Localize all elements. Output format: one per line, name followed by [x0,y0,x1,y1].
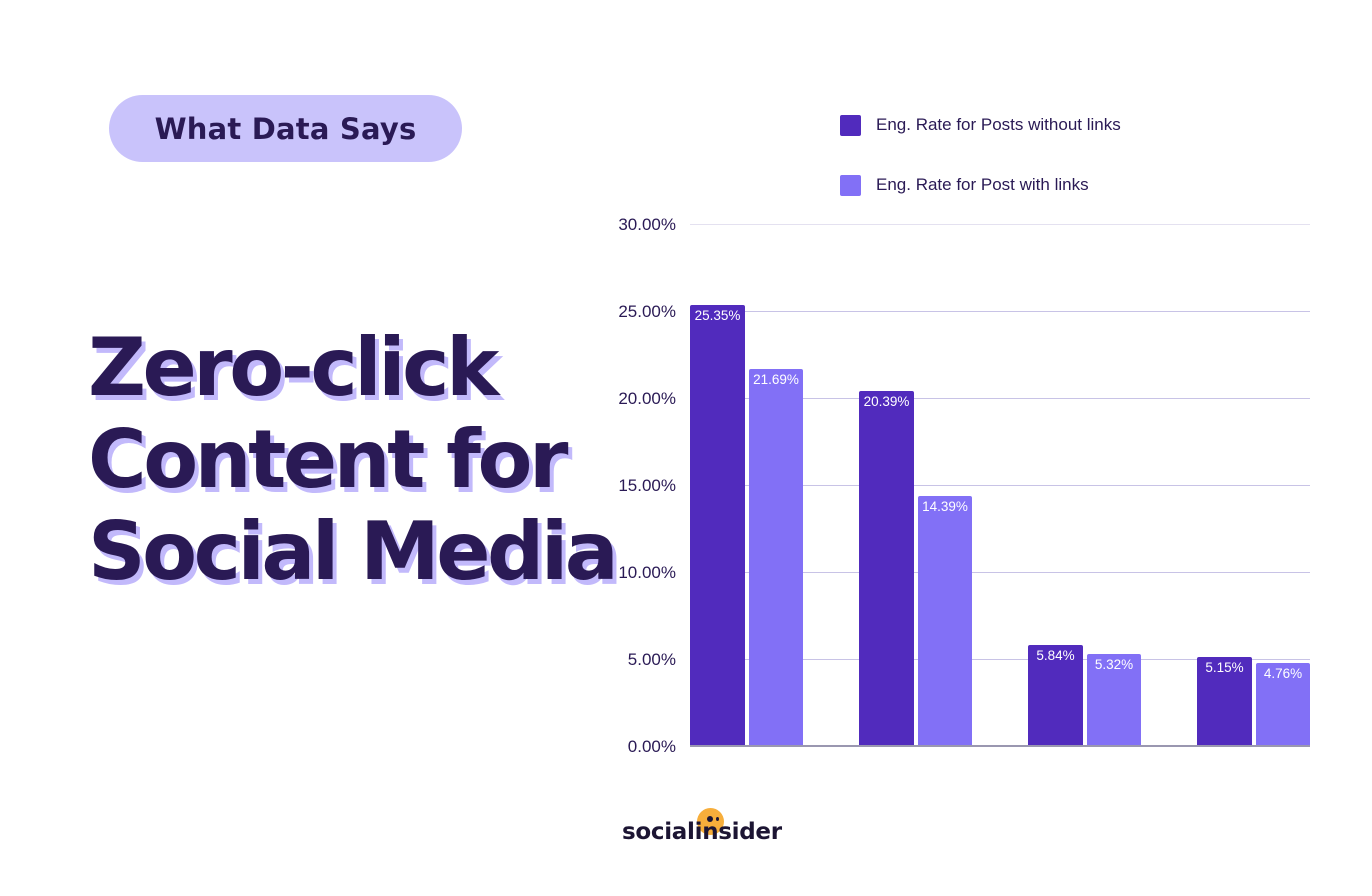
y-tick-30: 30.00% [618,215,676,234]
y-tick-0: 0.00% [627,737,676,756]
legend-swatch-dark-icon [840,114,861,136]
what-data-says-badge: What Data Says [109,95,462,162]
gridline-15 [690,485,1310,486]
chart-legend: Eng. Rate for Posts without links Eng. R… [840,112,1121,232]
x-axis-line [690,745,1310,747]
y-tick-10: 10.00% [618,563,676,582]
title-line-2: Content for [88,413,568,506]
bar-group4-with-links: 4.76% [1256,663,1310,746]
bar-group3-without-links: 5.84% [1028,645,1083,746]
gridline-20 [690,398,1310,399]
y-tick-25: 25.00% [618,302,676,321]
gridline-5 [690,659,1310,660]
bar-group1-with-links: 21.69% [749,369,803,746]
bar-value-label: 5.84% [1036,648,1075,663]
bar-value-label: 14.39% [922,499,968,514]
bar-group3-with-links: 5.32% [1087,654,1141,746]
page-title: Zero-click Content for Social Media [88,321,619,598]
bar-value-label: 25.35% [694,308,741,323]
legend-item-with-links: Eng. Rate for Post with links [840,172,1121,198]
bar-group2-without-links: 20.39% [859,391,914,746]
gridline-10 [690,572,1310,573]
legend-label: Eng. Rate for Post with links [876,175,1089,194]
logo-eye-icon [707,816,713,822]
badge-label: What Data Says [154,111,417,146]
gridline-30 [690,224,1310,225]
title-line-1: Zero-click [88,321,499,414]
legend-item-without-links: Eng. Rate for Posts without links [840,112,1121,138]
logo-eye-icon [716,817,719,821]
bar-group4-without-links: 5.15% [1197,657,1252,746]
bar-group1-without-links: 25.35% [690,305,745,746]
y-tick-15: 15.00% [618,476,676,495]
bar-value-label: 21.69% [753,372,799,387]
bar-value-label: 4.76% [1263,666,1303,681]
bar-value-label: 5.15% [1205,660,1244,675]
legend-label: Eng. Rate for Posts without links [876,115,1121,134]
logo-text: socialinsider [622,819,782,845]
bar-value-label: 20.39% [863,394,910,409]
bar-group2-with-links: 14.39% [918,496,972,746]
title-line-3: Social Media [88,505,619,598]
y-tick-5: 5.00% [627,650,676,669]
gridline-25 [690,311,1310,312]
socialinsider-logo: socialinsider [622,808,792,848]
y-tick-20: 20.00% [618,389,676,408]
bar-value-label: 5.32% [1094,657,1134,672]
legend-swatch-light-icon [840,174,861,196]
